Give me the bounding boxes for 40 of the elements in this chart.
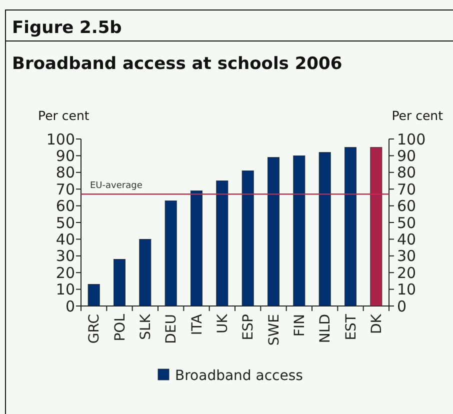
y2-tick-label: 80: [397, 164, 416, 182]
chart-title: Figure 2.5b: [12, 18, 122, 38]
y2-tick-label: 70: [397, 180, 416, 198]
y2-tick-label: 40: [397, 230, 416, 248]
y-tick-label: 100: [46, 130, 75, 148]
x-tick-label: FIN: [292, 314, 308, 337]
legend-label: Broadband access: [175, 368, 303, 384]
x-tick-label: DK: [369, 313, 386, 334]
y-tick-label: 60: [56, 197, 75, 216]
y-tick-label: 20: [56, 264, 75, 282]
y-tick-label: 30: [56, 247, 75, 266]
y2-tick-label: 90: [397, 146, 416, 165]
y-axis-title: Per cent: [38, 108, 90, 123]
x-tick-label: ITA: [189, 314, 206, 336]
ref-line-label: EU-average: [90, 181, 143, 192]
y2-tick-label: 30: [397, 247, 416, 266]
x-tick-label: SLK: [138, 313, 154, 340]
x-tick-label: SWE: [266, 314, 282, 346]
x-tick-label: ESP: [240, 314, 257, 340]
y2-tick-label: 60: [397, 197, 416, 216]
y2-tick-label: 20: [397, 264, 416, 282]
y-tick-label: 10: [56, 280, 75, 299]
x-tick-label: EST: [343, 314, 360, 340]
y2-tick-label: 10: [397, 280, 416, 299]
y-tick-label: 40: [56, 230, 75, 248]
x-tick-label: POL: [112, 314, 128, 342]
x-tick-label: NLD: [318, 314, 334, 344]
y2-tick-label: 100: [397, 130, 426, 148]
y-tick-label: 0: [65, 297, 75, 316]
y2-tick-label: 50: [397, 214, 416, 232]
x-tick-label: DEU: [164, 314, 180, 344]
x-tick-label: UK: [215, 313, 232, 334]
y-tick-label: 70: [56, 180, 75, 198]
y2-tick-label: 0: [397, 297, 407, 316]
chart-subtitle: Broadband access at schools 2006: [12, 54, 342, 74]
x-tick-label: GRC: [86, 314, 103, 344]
y-tick-label: 50: [56, 214, 75, 232]
y2-axis-title: Per cent: [392, 108, 444, 123]
y-tick-label: 90: [56, 146, 75, 165]
y-tick-label: 80: [56, 164, 75, 182]
